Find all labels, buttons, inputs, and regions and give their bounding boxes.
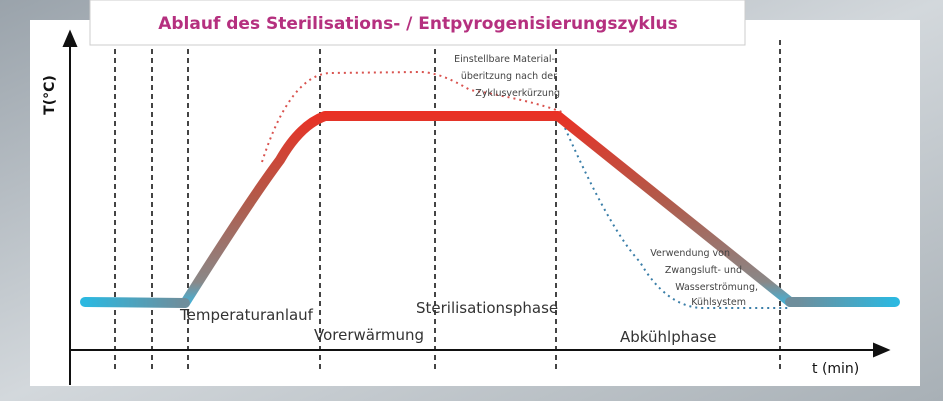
annotation-line: Zyklusverkürzung	[475, 88, 560, 99]
y-axis-label: T(°C)	[42, 75, 58, 115]
annotation-line: Wasserströmung,	[675, 282, 758, 293]
page: {"title": "Ablauf des Sterilisations- / …	[0, 0, 943, 401]
diagram: Ablauf des Sterilisations- / Entpyrogeni…	[0, 0, 943, 401]
phase-label: Abkühlphase	[620, 328, 716, 346]
annotation-line: Verwendung von	[650, 248, 730, 259]
x-axis-label: t (min)	[812, 361, 859, 377]
annotation-line: überitzung nach der	[461, 71, 557, 82]
phase-label: Temperaturanlauf	[179, 306, 314, 324]
annotation-line: Zwangsluft- und	[665, 265, 742, 276]
title: Ablauf des Sterilisations- / Entpyrogeni…	[158, 14, 678, 34]
annotation-line: Kühlsystem	[691, 297, 746, 308]
phase-label: Sterilisationsphase	[416, 299, 558, 317]
annotation-line: Einstellbare Material-	[454, 54, 555, 65]
phase-label: Vorerwärmung	[314, 326, 424, 344]
